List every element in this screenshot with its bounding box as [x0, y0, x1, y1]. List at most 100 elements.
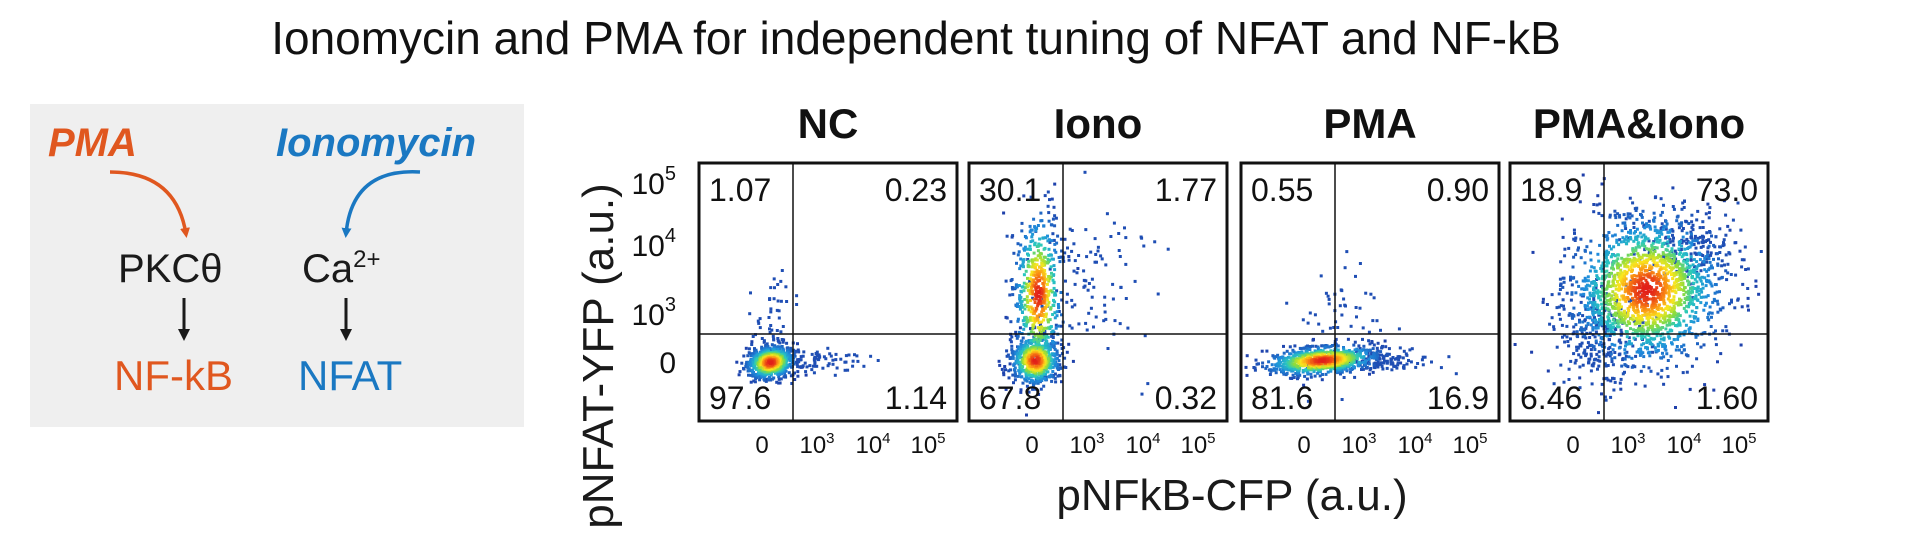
event-point: [1280, 370, 1283, 374]
event-point: [1034, 387, 1038, 391]
event-point: [1042, 273, 1046, 277]
event-point: [1016, 253, 1020, 257]
event-point: [1680, 266, 1684, 270]
event-point: [1588, 269, 1592, 273]
event-point: [777, 316, 781, 320]
event-point: [1090, 295, 1094, 299]
event-point: [1355, 360, 1359, 364]
event-point: [1572, 255, 1576, 259]
event-point: [1738, 249, 1742, 253]
event-point: [1329, 369, 1333, 373]
event-point: [1722, 243, 1726, 247]
event-point: [1032, 251, 1036, 255]
event-point: [784, 369, 788, 373]
event-point: [1591, 313, 1595, 317]
event-point: [1029, 273, 1033, 277]
event-point: [1630, 356, 1634, 360]
event-point: [1327, 297, 1331, 301]
event-point: [1636, 259, 1640, 263]
event-point: [1586, 308, 1590, 311]
event-point: [1658, 235, 1661, 238]
event-point: [1667, 270, 1671, 274]
event-point: [1274, 371, 1278, 375]
event-point: [1345, 250, 1349, 254]
event-point: [1022, 347, 1026, 351]
event-point: [1070, 249, 1074, 253]
event-point: [1574, 253, 1578, 257]
event-point: [1629, 327, 1632, 331]
event-point: [1678, 252, 1682, 256]
event-point: [1597, 312, 1601, 315]
x-tick-labels-iono: 0 103 104 105: [1025, 430, 1215, 459]
event-point: [1019, 388, 1023, 392]
event-point: [1278, 368, 1282, 372]
event-point: [1653, 346, 1657, 350]
event-point: [1716, 263, 1720, 267]
event-point: [1635, 320, 1639, 324]
event-point: [1594, 286, 1598, 290]
event-point: [1028, 244, 1032, 248]
event-point: [1593, 311, 1597, 314]
event-point: [1691, 223, 1695, 227]
event-point: [755, 376, 759, 380]
event-point: [1595, 310, 1599, 314]
event-point: [796, 374, 800, 378]
event-point: [1140, 392, 1144, 396]
event-point: [799, 355, 803, 359]
event-point: [1595, 278, 1599, 281]
event-point: [1309, 345, 1312, 348]
event-point: [1648, 248, 1652, 252]
event-point: [1625, 350, 1629, 354]
event-point: [1664, 307, 1668, 311]
event-point: [1342, 363, 1346, 367]
event-point: [1562, 380, 1566, 384]
event-point: [1628, 321, 1632, 325]
event-point: [1032, 318, 1036, 322]
event-point: [1640, 213, 1643, 217]
event-point: [769, 310, 773, 314]
event-point: [1630, 342, 1633, 346]
event-point: [1047, 300, 1051, 304]
event-point: [1624, 217, 1628, 221]
event-point: [1339, 363, 1343, 367]
event-point: [1631, 248, 1635, 252]
scatter-points-iono: [997, 170, 1170, 417]
event-point: [1658, 341, 1662, 345]
event-point: [1685, 241, 1689, 245]
event-point: [1626, 313, 1630, 317]
event-point: [1611, 279, 1615, 283]
event-point: [1033, 243, 1037, 247]
event-point: [1618, 238, 1622, 242]
event-point: [1677, 226, 1681, 230]
event-point: [1685, 269, 1689, 273]
event-point: [1668, 305, 1672, 309]
event-point: [1043, 342, 1047, 346]
event-point: [1590, 344, 1594, 347]
event-point: [1405, 353, 1409, 357]
event-point: [1707, 318, 1711, 322]
event-point: [1662, 224, 1666, 228]
event-point: [1613, 318, 1617, 322]
event-point: [1558, 277, 1562, 281]
event-point: [780, 269, 784, 272]
event-point: [1668, 266, 1672, 269]
event-point: [1327, 302, 1331, 306]
event-point: [1716, 360, 1719, 364]
event-point: [1594, 324, 1598, 328]
event-point: [1653, 249, 1657, 253]
event-point: [1316, 356, 1320, 360]
event-point: [1690, 236, 1693, 240]
event-point: [1685, 253, 1689, 257]
event-point: [1039, 211, 1043, 215]
event-point: [1059, 237, 1063, 241]
event-point: [1041, 328, 1045, 332]
event-point: [1133, 279, 1137, 283]
event-point: [1583, 348, 1587, 352]
event-point: [1673, 289, 1677, 293]
event-point: [1615, 298, 1619, 302]
event-point: [1023, 303, 1027, 307]
event-point: [1683, 247, 1687, 251]
event-point: [1035, 294, 1039, 298]
event-point: [1694, 246, 1698, 250]
event-point: [1632, 328, 1636, 332]
